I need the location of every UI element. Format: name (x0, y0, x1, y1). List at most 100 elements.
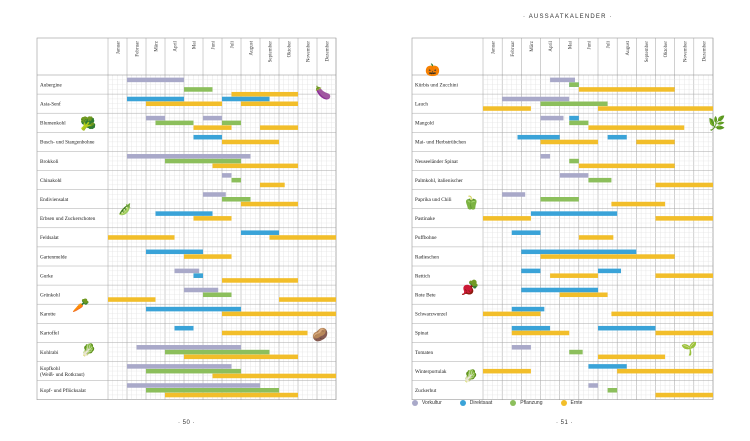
bar-direktsaat (174, 325, 194, 331)
bar-direktsaat (146, 249, 203, 255)
bar-pflanzung (155, 120, 194, 126)
bar-ernte (588, 125, 685, 130)
row-label: Tomaten (415, 350, 433, 356)
bar-ernte (222, 330, 308, 336)
bar-pflanzung (165, 158, 241, 164)
row-label: Aubergine (40, 82, 62, 88)
bar-vorkultur (588, 383, 598, 388)
bar-direktsaat (607, 134, 627, 140)
bar-ernte (222, 311, 336, 317)
bar-ernte (550, 273, 598, 278)
legend-label: Vorkultur (422, 400, 442, 406)
bar-direktsaat (155, 211, 213, 216)
bar-ernte (578, 163, 675, 169)
bar-ernte (241, 201, 298, 207)
bar-pflanzung (540, 197, 579, 202)
page-number-right: · 51 · (556, 420, 574, 426)
bar-ernte (598, 106, 713, 111)
bar-ernte (611, 201, 666, 207)
bar-vorkultur (540, 154, 551, 159)
month-header: Januar (492, 41, 497, 54)
row-label: Spinat (415, 331, 429, 337)
month-header: August (626, 40, 631, 55)
bar-direktsaat (530, 211, 618, 216)
row-label: Gartenmelde (40, 254, 67, 260)
row-label: Blumenkohl (40, 121, 66, 127)
bar-direktsaat (517, 134, 560, 140)
bar-vorkultur (540, 115, 564, 121)
legend-label: Direktsaat (469, 400, 493, 406)
spring-onion-icon: 🌿 (708, 117, 726, 132)
bar-vorkultur (174, 268, 200, 274)
month-header: Mai (193, 40, 198, 49)
legend-swatch (412, 400, 418, 406)
bar-ernte (108, 297, 156, 302)
bar-direktsaat (521, 287, 598, 293)
bar-ernte (655, 216, 713, 221)
bar-ernte (241, 101, 298, 107)
row-label: Mangold (415, 121, 434, 127)
legend-label: Pflanzung (520, 400, 543, 406)
bar-ernte (260, 125, 298, 130)
potato-icon: 🥔 (312, 327, 329, 342)
bar-pflanzung (607, 388, 618, 393)
bar-pflanzung (569, 120, 589, 126)
bar-ernte (655, 182, 713, 188)
legend-label: Ernte (570, 400, 583, 406)
bar-vorkultur (203, 192, 226, 197)
bar-vorkultur (127, 383, 260, 388)
bar-ernte (260, 182, 285, 188)
bar-ernte (146, 101, 222, 107)
bar-ernte (578, 87, 675, 92)
bar-ernte (279, 297, 336, 302)
bar-direktsaat (598, 268, 621, 274)
bar-ernte (483, 368, 531, 374)
bar-ernte (617, 368, 713, 374)
month-header: Juli (607, 40, 612, 48)
bar-pflanzung (569, 349, 583, 355)
bar-pflanzung (203, 292, 232, 298)
bar-ernte (184, 354, 298, 360)
bar-ernte (212, 373, 336, 379)
bar-ernte (655, 330, 713, 336)
row-label: Brokkoli (40, 159, 59, 165)
row-label: Lauch (415, 101, 428, 107)
row-label: (Weiß- und Rotkraut) (40, 371, 85, 378)
bar-vorkultur (502, 192, 526, 197)
bar-direktsaat (193, 273, 203, 278)
row-label: Chinakohl (40, 178, 62, 184)
bar-direktsaat (511, 230, 541, 235)
legend: Vorkultur Direktsaat Pflanzung Ernte (412, 400, 582, 406)
row-label: Winterportulak (415, 369, 447, 375)
row-label: Pastinake (415, 216, 436, 222)
bar-direktsaat (569, 115, 579, 121)
row-label: Radieschen (415, 254, 439, 260)
bar-ernte (212, 163, 298, 169)
beetroot-icon: 🫜 (461, 281, 479, 296)
month-header: Oktober (288, 41, 293, 58)
bar-vorkultur (511, 345, 531, 350)
right-page: · AUSSAATKALENDER · Januar Februar März Apr… (375, 0, 750, 441)
row-label: Kopfkohl (40, 365, 60, 372)
row-label: Neuseeländer Spinat (415, 159, 458, 165)
bar-direktsaat (521, 249, 637, 255)
bar-ernte (578, 235, 614, 240)
bar-pflanzung (146, 368, 241, 374)
row-label: Mai- und Herbstrübchen (415, 140, 466, 146)
pea-pod-icon: 🫛 (118, 204, 132, 216)
row-label: Gurke (40, 273, 54, 279)
bar-pflanzung (569, 82, 579, 87)
bar-ernte (483, 106, 531, 111)
herb-icon: 🌱 (681, 341, 698, 356)
bar-vorkultur (550, 77, 575, 83)
bar-ernte (108, 235, 175, 240)
month-header: November (307, 41, 312, 62)
bar-ernte (540, 139, 598, 145)
sowing-calendar-right: Januar Februar März April Mai Juni Juli August S… (411, 37, 714, 401)
row-label: Zuckerhut (415, 388, 437, 394)
bar-direktsaat (193, 134, 222, 140)
bar-vorkultur (203, 115, 222, 121)
row-label: Grünkohl (40, 292, 60, 298)
bar-ernte (483, 311, 541, 317)
bar-ernte (540, 254, 675, 259)
